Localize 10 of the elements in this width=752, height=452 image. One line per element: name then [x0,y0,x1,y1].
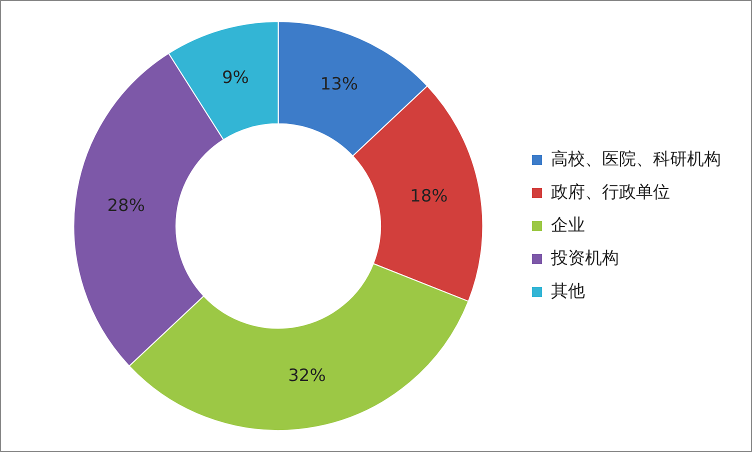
data-label: 28% [107,196,145,216]
data-label: 13% [320,74,358,95]
legend-label: 政府、行政单位 [551,182,670,202]
legend-label: 高校、医院、科研机构 [551,149,721,170]
legend-label: 其他 [551,281,585,302]
data-label: 18% [410,186,448,207]
data-label: 32% [288,366,326,386]
legend-label: 投资机构 [550,248,619,268]
legend-label: 企业 [551,215,585,236]
data-label: 9% [222,68,249,88]
